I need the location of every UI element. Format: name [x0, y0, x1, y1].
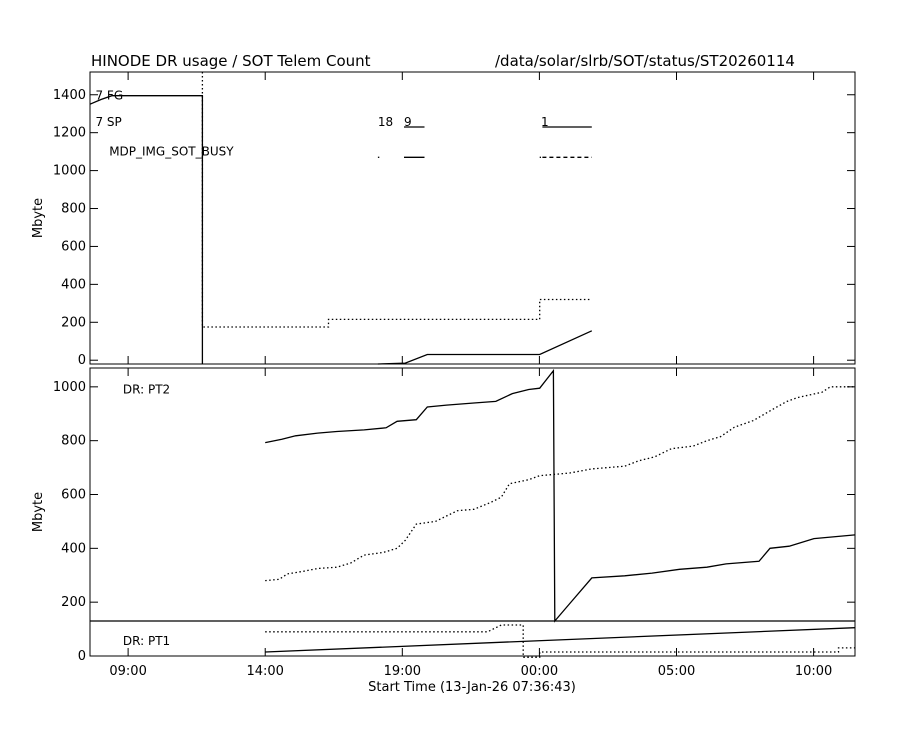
- bottom-annotation-label: DR: PT2: [123, 383, 170, 397]
- top-series-line: [377, 330, 593, 365]
- file-path-label: /data/solar/slrb/SOT/status/ST20260114: [495, 52, 795, 70]
- x-tick-label: 19:00: [384, 664, 421, 679]
- top-panel-frame: [89, 71, 856, 365]
- bottom-y-tick-label: 800: [61, 434, 86, 449]
- top-panel-y-axis: 0 200 400 600 800 1000 1200 1400: [53, 88, 855, 368]
- chart-title: HINODE DR usage / SOT Telem Count: [91, 52, 371, 70]
- bottom-y-tick-label: 600: [61, 488, 86, 503]
- bottom-panel-frame: [89, 367, 856, 657]
- bottom-panel-labels: DR: PT2 DR: PT1: [123, 383, 170, 649]
- top-annotation-label: 7 SP: [95, 115, 121, 129]
- bottom-y-tick-label: 400: [61, 541, 86, 556]
- x-tick-label: 00:00: [521, 664, 558, 679]
- bottom-annotation-label: DR: PT1: [123, 634, 170, 648]
- top-series-line: [201, 72, 592, 328]
- x-tick-label: 09:00: [109, 664, 146, 679]
- bottom-series-line: [265, 624, 855, 658]
- x-axis-label: Start Time (13-Jan-26 07:36:43): [368, 680, 576, 695]
- top-y-tick-label: 600: [61, 239, 86, 254]
- bottom-series-line: [265, 368, 856, 623]
- top-y-tick-label: 0: [78, 353, 86, 368]
- bottom-series-line: [265, 627, 856, 653]
- top-panel-y-axis-label: Mbyte: [31, 198, 46, 238]
- top-series-line: [89, 95, 204, 364]
- top-annotation-label: 9: [404, 115, 412, 129]
- top-annotation-label: 7 FG: [95, 89, 123, 103]
- top-y-tick-label: 200: [61, 315, 86, 330]
- top-y-tick-label: 1200: [53, 126, 86, 141]
- x-tick-label: 10:00: [795, 664, 832, 679]
- top-y-tick-label: 800: [61, 202, 86, 217]
- x-axis: 09:00 14:00 19:00 00:00 05:00 10:00: [109, 72, 832, 679]
- top-annotation-label: 18: [378, 115, 393, 129]
- top-y-tick-label: 400: [61, 277, 86, 292]
- bottom-y-tick-label: 200: [61, 595, 86, 610]
- top-y-tick-label: 1000: [53, 164, 86, 179]
- x-tick-label: 14:00: [246, 664, 283, 679]
- top-panel-legend: 7 FG 7 SP MDP_IMG_SOT_BUSY 18 9 1: [95, 89, 548, 159]
- top-annotation-label: 1: [541, 115, 549, 129]
- bottom-panel-y-axis: 0 200 400 600 800 1000: [53, 380, 855, 664]
- x-tick-label: 05:00: [658, 664, 695, 679]
- top-y-tick-label: 1400: [53, 88, 86, 103]
- top-panel-series: [89, 72, 593, 365]
- top-annotation-label: MDP_IMG_SOT_BUSY: [109, 145, 234, 159]
- bottom-panel-series: [90, 368, 856, 658]
- bottom-y-tick-label: 0: [78, 649, 86, 664]
- bottom-series-line: [265, 386, 855, 582]
- bottom-y-tick-label: 1000: [53, 380, 86, 395]
- bottom-panel-y-axis-label: Mbyte: [31, 492, 46, 532]
